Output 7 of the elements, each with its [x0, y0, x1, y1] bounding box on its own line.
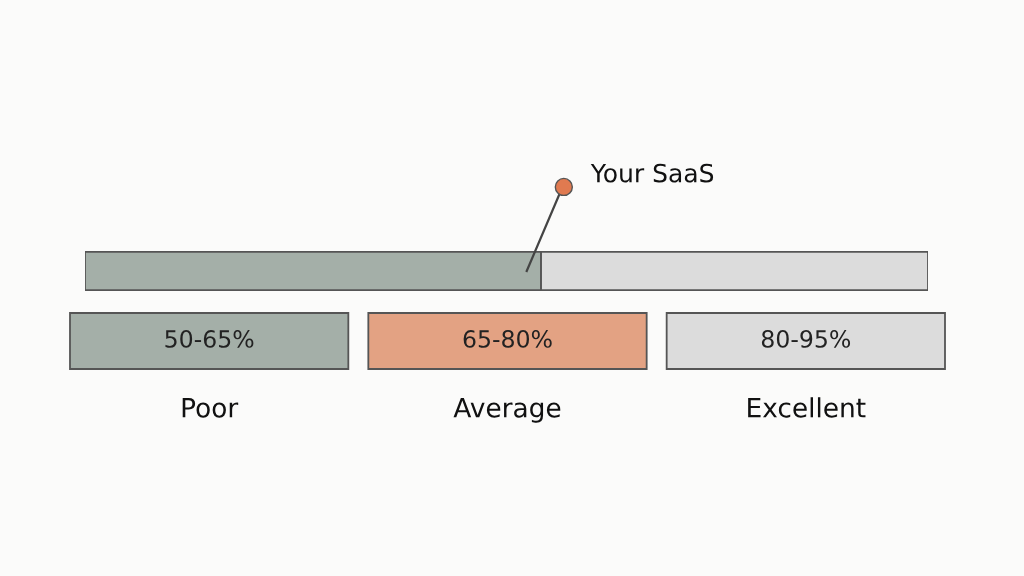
- text: 80-95%: [761, 329, 851, 348]
- text: 50-65%: [165, 329, 254, 348]
- category-label: Average: [453, 398, 561, 423]
- text: Your SaaS: [590, 163, 714, 183]
- text: 65-80%: [463, 329, 552, 348]
- category-label: Poor: [182, 398, 239, 418]
- category-label: Excellent: [748, 397, 866, 418]
